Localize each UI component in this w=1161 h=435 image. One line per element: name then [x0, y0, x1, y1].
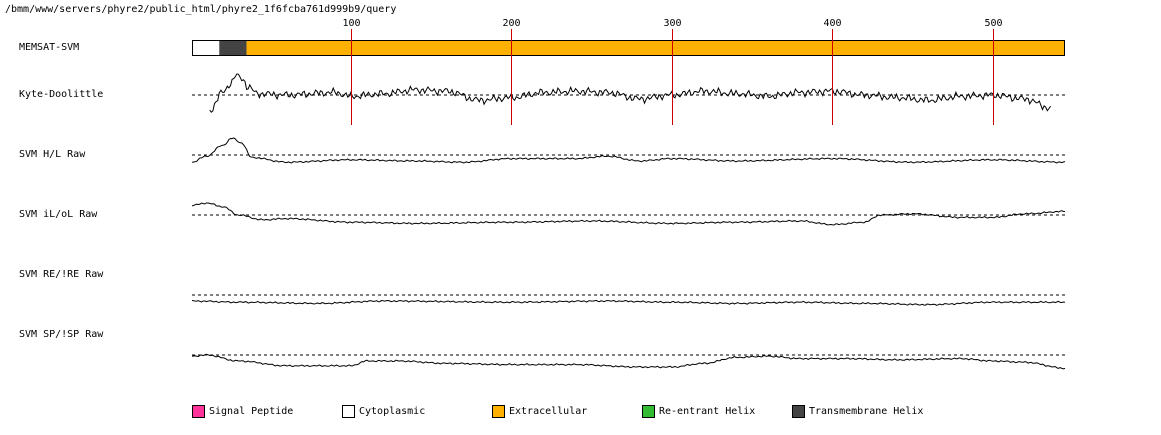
svm-ilol-raw-label: SVM iL/oL Raw: [19, 209, 98, 220]
legend-item-transmembrane-helix: Transmembrane Helix: [792, 405, 942, 418]
legend-label: Cytoplasmic: [359, 406, 426, 417]
legend-label: Transmembrane Helix: [809, 406, 924, 417]
legend-label: Extracellular: [509, 406, 588, 417]
legend: Signal Peptide Cytoplasmic Extracellular…: [192, 405, 942, 418]
kyte-doolittle-label: Kyte-Doolittle: [19, 89, 104, 100]
legend-swatch: [492, 405, 505, 418]
ilol-profile-line: [191, 202, 1066, 226]
legend-item-cytoplasmic: Cytoplasmic: [342, 405, 492, 418]
topology-bar-border: [192, 40, 1065, 56]
position-tick-label: 200: [502, 18, 520, 29]
topology-segment-cytoplasmic: [192, 40, 220, 55]
legend-item-signal-peptide: Signal Peptide: [192, 405, 342, 418]
legend-label: Re-entrant Helix: [659, 406, 756, 417]
position-tick-label: 300: [663, 18, 681, 29]
kd-profile-line: [209, 73, 1052, 113]
legend-swatch: [642, 405, 655, 418]
topology-segment-transmembrane-helix: [219, 40, 247, 55]
topology-segment-extracellular: [246, 40, 1065, 55]
position-tick-label: 400: [823, 18, 841, 29]
svm-hl-raw-label: SVM H/L Raw: [19, 149, 86, 160]
reire-profile-line: [191, 299, 1066, 306]
spisp-profile-line: [191, 353, 1066, 370]
legend-swatch: [342, 405, 355, 418]
svm-spisp-raw-label: SVM SP/!SP Raw: [19, 329, 104, 340]
legend-label: Signal Peptide: [209, 406, 294, 417]
position-tick-label: 100: [342, 18, 360, 29]
memsat-svm-label: MEMSAT-SVM: [19, 42, 80, 53]
position-tick-label: 500: [984, 18, 1002, 29]
legend-item-extracellular: Extracellular: [492, 405, 642, 418]
legend-swatch: [192, 405, 205, 418]
legend-swatch: [792, 405, 805, 418]
svm-reire-raw-label: SVM RE/!RE Raw: [19, 269, 104, 280]
legend-item-reentrant-helix: Re-entrant Helix: [642, 405, 792, 418]
hl-profile-line: [191, 137, 1066, 164]
query-path-title: /bmm/www/servers/phyre2/public_html/phyr…: [5, 4, 397, 15]
